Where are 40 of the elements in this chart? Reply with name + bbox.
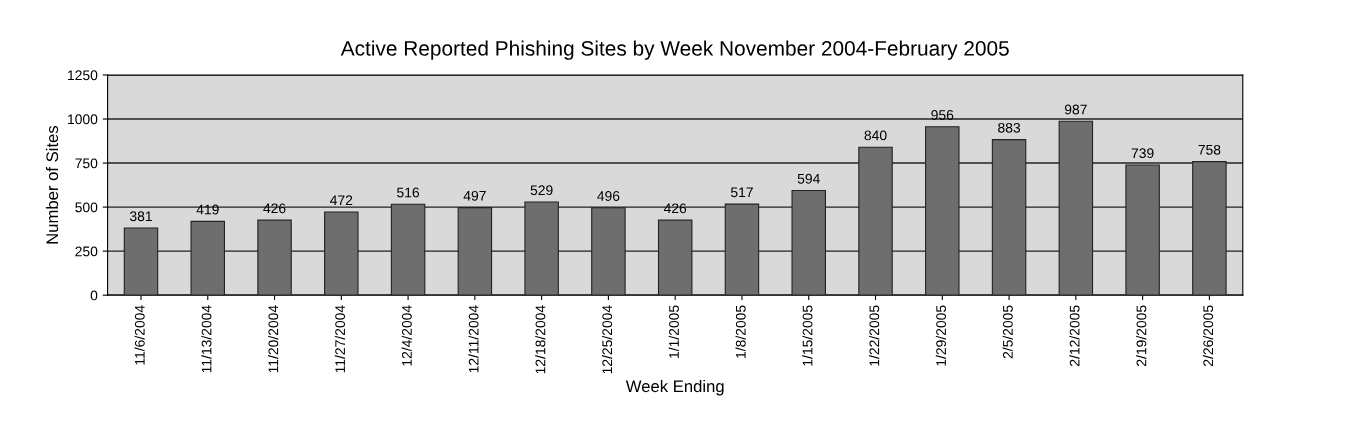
y-tick-label: 250 [75,246,98,257]
y-tick-label: 1250 [68,70,98,81]
data-label: 497 [463,190,486,201]
data-label: 883 [998,122,1021,133]
data-label: 758 [1198,144,1221,155]
x-tick-label: 1/22/2005 [869,305,880,366]
data-label: 472 [330,195,353,205]
data-label: 517 [730,187,753,198]
x-tick-label: 1/29/2005 [935,305,947,366]
data-label: 496 [597,191,620,201]
x-tick-label: 11/6/2004 [134,305,145,365]
x-tick-label: 1/8/2005 [735,305,746,358]
data-label: 739 [1131,148,1154,159]
x-tick-label: 11/13/2004 [201,305,212,373]
y-axis-title: Number of Sites [45,125,59,244]
x-tick-label: 1/15/2005 [802,305,813,366]
x-tick-label: 11/20/2004 [268,305,279,373]
x-tick-label: 12/25/2004 [601,305,613,374]
y-tick-label: 500 [75,202,98,213]
x-tick-label: 12/18/2004 [535,305,546,374]
x-tick-label: 2/19/2005 [1136,305,1147,366]
data-label: 516 [397,187,420,198]
x-tick-label: 12/4/2004 [401,305,412,366]
x-tick-label: 2/12/2005 [1069,305,1080,366]
x-tick-label: 11/27/2004 [334,305,346,373]
y-tick-label: 750 [75,158,98,169]
x-tick-label: 12/11/2004 [468,305,479,373]
data-label: 529 [530,185,553,196]
y-tick-label: 0 [90,290,98,301]
x-tick-label: 2/26/2005 [1202,305,1214,366]
data-label: 987 [1064,104,1087,115]
data-label: 594 [797,173,820,184]
data-label: 956 [931,110,954,120]
chart-title: Active Reported Phishing Sites by Week November 2004-February 2005 [340,40,1009,60]
x-tick-label: 2/5/2005 [1002,305,1013,359]
x-tick-label: 1/1/2005 [668,305,679,358]
data-label: 840 [864,130,887,141]
y-tick-label: 1000 [68,114,98,125]
x-axis-title: Week Ending [625,379,724,396]
data-label: 381 [129,211,152,222]
